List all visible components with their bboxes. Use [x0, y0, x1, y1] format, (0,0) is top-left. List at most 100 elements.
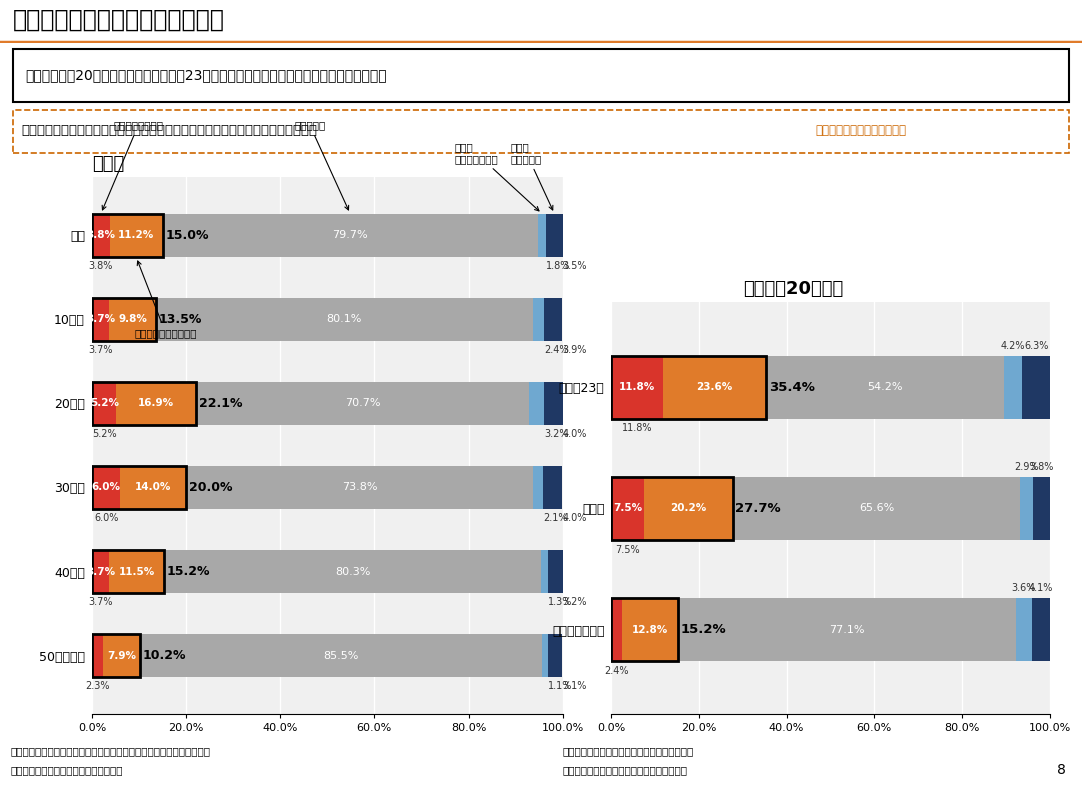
Bar [544, 382, 563, 425]
Bar [678, 598, 1016, 661]
Text: 7.9%: 7.9% [107, 651, 136, 660]
Bar [92, 214, 162, 257]
Text: 2.4%: 2.4% [605, 666, 629, 676]
Text: 3.7%: 3.7% [87, 567, 116, 576]
Bar [120, 466, 186, 509]
Bar [92, 550, 109, 593]
Text: 35.4%: 35.4% [769, 381, 815, 393]
Bar [92, 633, 103, 677]
Bar [533, 466, 543, 509]
Text: 7.5%: 7.5% [616, 545, 641, 555]
Text: 1.8%: 1.8% [546, 261, 570, 271]
Bar [92, 298, 109, 341]
Text: 54.2%: 54.2% [868, 382, 903, 392]
Bar [109, 298, 156, 341]
Bar [103, 633, 140, 677]
Bar [1020, 476, 1033, 540]
Bar [92, 633, 140, 677]
Text: 80.1%: 80.1% [327, 315, 361, 324]
Text: 15.0%: 15.0% [166, 229, 209, 242]
Text: 11.8%: 11.8% [622, 423, 652, 433]
Bar [117, 382, 196, 425]
Bar [733, 476, 1020, 540]
Text: 11.8%: 11.8% [619, 382, 656, 392]
Text: 6.0%: 6.0% [92, 483, 120, 492]
Bar [196, 382, 529, 425]
Text: 20.0%: 20.0% [189, 481, 233, 494]
Text: 4.0%: 4.0% [563, 513, 586, 523]
Text: 2.3%: 2.3% [85, 681, 109, 691]
Text: 年代別: 年代別 [92, 155, 124, 173]
Text: 6.0%: 6.0% [94, 513, 118, 523]
Bar [611, 356, 766, 418]
Text: 65.6%: 65.6% [859, 503, 894, 513]
Bar [1033, 476, 1050, 540]
Text: 質問　今回の感染症の影響下において、地方移住への関心に変化はありましたか。: 質問 今回の感染症の影響下において、地方移住への関心に変化はありましたか。 [22, 124, 317, 137]
Bar [110, 214, 162, 257]
Text: 5.2%: 5.2% [92, 429, 117, 439]
Bar [543, 466, 563, 509]
Bar [538, 214, 546, 257]
Text: 6.3%: 6.3% [1024, 341, 1048, 351]
Text: （備考）三大都市圏とは、東京圏、名古屋圏、大阪圏の１都２府７県。: （備考）三大都市圏とは、東京圏、名古屋圏、大阪圏の１都２府７県。 [11, 746, 211, 756]
Text: ・名古屋圏：愛知県、三重県、岐阜県: ・名古屋圏：愛知県、三重県、岐阜県 [11, 765, 123, 776]
Text: ・東京圏：東京都、埼玉県、千葉県、神奈川県: ・東京圏：東京都、埼玉県、千葉県、神奈川県 [563, 746, 694, 756]
Text: 3.8%: 3.8% [89, 261, 114, 271]
Bar [544, 298, 563, 341]
Text: 15.2%: 15.2% [167, 565, 210, 578]
Bar [546, 214, 563, 257]
Text: 3.7%: 3.7% [89, 345, 113, 355]
Text: 7.5%: 7.5% [613, 503, 643, 513]
Text: 14.0%: 14.0% [135, 483, 171, 492]
Text: 9.8%: 9.8% [118, 315, 147, 324]
Bar [109, 550, 163, 593]
Text: 79.7%: 79.7% [332, 231, 368, 240]
Bar [1016, 598, 1031, 661]
Text: 4.2%: 4.2% [1001, 341, 1026, 351]
Text: 3.6%: 3.6% [1012, 583, 1035, 593]
Text: 8: 8 [1057, 763, 1066, 777]
Text: 3.7%: 3.7% [89, 597, 113, 607]
Bar [162, 214, 538, 257]
Text: 77.1%: 77.1% [829, 625, 865, 634]
Text: 85.5%: 85.5% [324, 651, 359, 660]
Bar [92, 382, 196, 425]
Bar [611, 476, 733, 540]
Bar [1022, 356, 1050, 418]
Bar [766, 356, 1004, 418]
Bar [92, 466, 186, 509]
Text: （三大都市圏居住者に質問）: （三大都市圏居住者に質問） [816, 124, 907, 137]
Text: 73.8%: 73.8% [342, 483, 378, 492]
Text: 3.2%: 3.2% [563, 597, 588, 607]
Bar [92, 466, 120, 509]
Text: 2.1%: 2.1% [543, 513, 568, 523]
Text: 2.4%: 2.4% [544, 345, 568, 355]
Text: 3.8%: 3.8% [87, 231, 116, 240]
Bar [92, 298, 156, 341]
Text: 27.7%: 27.7% [736, 502, 781, 515]
Text: 変わらない: 変わらない [294, 120, 348, 210]
Bar [611, 598, 622, 661]
Text: 16.9%: 16.9% [138, 399, 174, 408]
Bar [1004, 356, 1022, 418]
Text: 1.1%: 1.1% [547, 681, 572, 691]
Text: 11.5%: 11.5% [118, 567, 155, 576]
Bar [163, 550, 541, 593]
Bar [611, 598, 678, 661]
Bar [611, 476, 644, 540]
Bar [547, 633, 563, 677]
Text: 3.7%: 3.7% [87, 315, 116, 324]
Text: 2.9%: 2.9% [1014, 462, 1039, 472]
Text: 12.8%: 12.8% [632, 625, 668, 634]
Text: 関心がやや高くなった: 関心がやや高くなった [134, 261, 197, 338]
Bar [529, 382, 544, 425]
Text: 22.1%: 22.1% [199, 397, 242, 410]
Text: 4.0%: 4.0% [563, 429, 588, 439]
Text: 地域別（20歳代）: 地域別（20歳代） [742, 280, 843, 298]
Text: 5.2%: 5.2% [90, 399, 119, 408]
Bar [541, 550, 547, 593]
Bar [547, 550, 563, 593]
Text: 80.3%: 80.3% [334, 567, 370, 576]
Bar [622, 598, 678, 661]
Bar [140, 633, 542, 677]
